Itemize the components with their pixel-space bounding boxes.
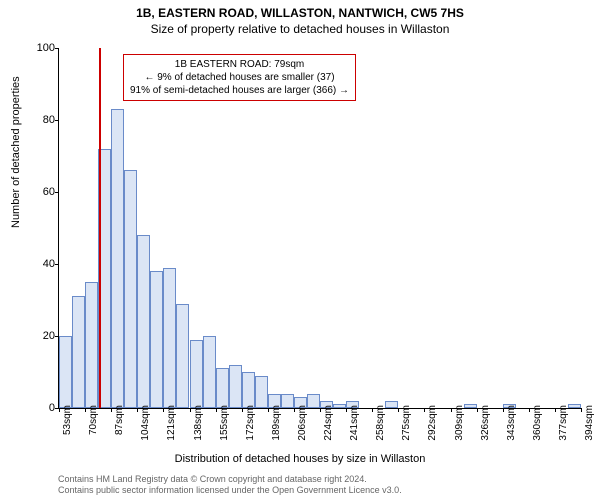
histogram-bar <box>229 365 242 408</box>
x-tick-label: 155sqm <box>219 405 230 441</box>
annotation-line: 1B EASTERN ROAD: 79sqm <box>130 58 349 71</box>
y-tick-label: 0 <box>27 402 55 414</box>
footer-line-1: Contains HM Land Registry data © Crown c… <box>58 474 402 485</box>
x-tick-label: 275sqm <box>401 405 412 441</box>
x-tick-label: 224sqm <box>323 405 334 441</box>
histogram-bar <box>281 394 294 408</box>
annotation-box: 1B EASTERN ROAD: 79sqm← 9% of detached h… <box>123 54 356 101</box>
x-tick-label: 377sqm <box>558 405 569 441</box>
plot-region: 02040608010053sqm70sqm87sqm104sqm121sqm1… <box>58 48 581 409</box>
y-tick-label: 60 <box>27 186 55 198</box>
chart-area: 02040608010053sqm70sqm87sqm104sqm121sqm1… <box>58 48 580 408</box>
histogram-bar <box>203 336 216 408</box>
histogram-bar <box>190 340 203 408</box>
histogram-bar <box>255 376 268 408</box>
histogram-bar <box>59 336 72 408</box>
chart-title-main: 1B, EASTERN ROAD, WILLASTON, NANTWICH, C… <box>0 0 600 20</box>
histogram-bar <box>150 271 163 408</box>
x-tick-label: 138sqm <box>193 405 204 441</box>
x-tick-label: 121sqm <box>166 405 177 441</box>
histogram-bar <box>72 296 85 408</box>
x-tick-label: 53sqm <box>62 405 73 435</box>
y-tick-label: 100 <box>27 42 55 54</box>
histogram-bar <box>163 268 176 408</box>
histogram-bar <box>85 282 98 408</box>
histogram-bar <box>385 401 398 408</box>
histogram-bar <box>333 404 346 408</box>
x-tick-label: 326sqm <box>480 405 491 441</box>
x-tick-label: 87sqm <box>114 405 125 435</box>
histogram-bar <box>216 368 229 408</box>
x-tick-label: 206sqm <box>297 405 308 441</box>
x-tick-label: 258sqm <box>375 405 386 441</box>
histogram-bar <box>307 394 320 408</box>
reference-line <box>99 48 101 408</box>
x-tick-label: 189sqm <box>271 405 282 441</box>
x-tick-label: 360sqm <box>532 405 543 441</box>
chart-container: 1B, EASTERN ROAD, WILLASTON, NANTWICH, C… <box>0 0 600 500</box>
x-tick-label: 292sqm <box>427 405 438 441</box>
x-tick-label: 172sqm <box>245 405 256 441</box>
y-tick-label: 80 <box>27 114 55 126</box>
x-tick-label: 343sqm <box>506 405 517 441</box>
histogram-bar <box>176 304 189 408</box>
histogram-bar <box>111 109 124 408</box>
histogram-bar <box>242 372 255 408</box>
histogram-bar <box>137 235 150 408</box>
x-tick-label: 104sqm <box>140 405 151 441</box>
y-tick-label: 40 <box>27 258 55 270</box>
annotation-line: ← 9% of detached houses are smaller (37) <box>130 71 349 84</box>
histogram-bar <box>464 404 477 408</box>
histogram-bar <box>124 170 137 408</box>
histogram-bar <box>568 404 581 408</box>
annotation-line: 91% of semi-detached houses are larger (… <box>130 84 349 97</box>
footer-line-2: Contains public sector information licen… <box>58 485 402 496</box>
y-tick-label: 20 <box>27 330 55 342</box>
chart-title-sub: Size of property relative to detached ho… <box>0 20 600 36</box>
footer-attribution: Contains HM Land Registry data © Crown c… <box>58 474 402 496</box>
x-tick-label: 70sqm <box>88 405 99 435</box>
x-tick-label: 394sqm <box>584 405 595 441</box>
x-tick-label: 309sqm <box>454 405 465 441</box>
x-tick-label: 241sqm <box>349 405 360 441</box>
y-axis-label: Number of detached properties <box>10 76 22 228</box>
x-axis-label: Distribution of detached houses by size … <box>0 453 600 465</box>
